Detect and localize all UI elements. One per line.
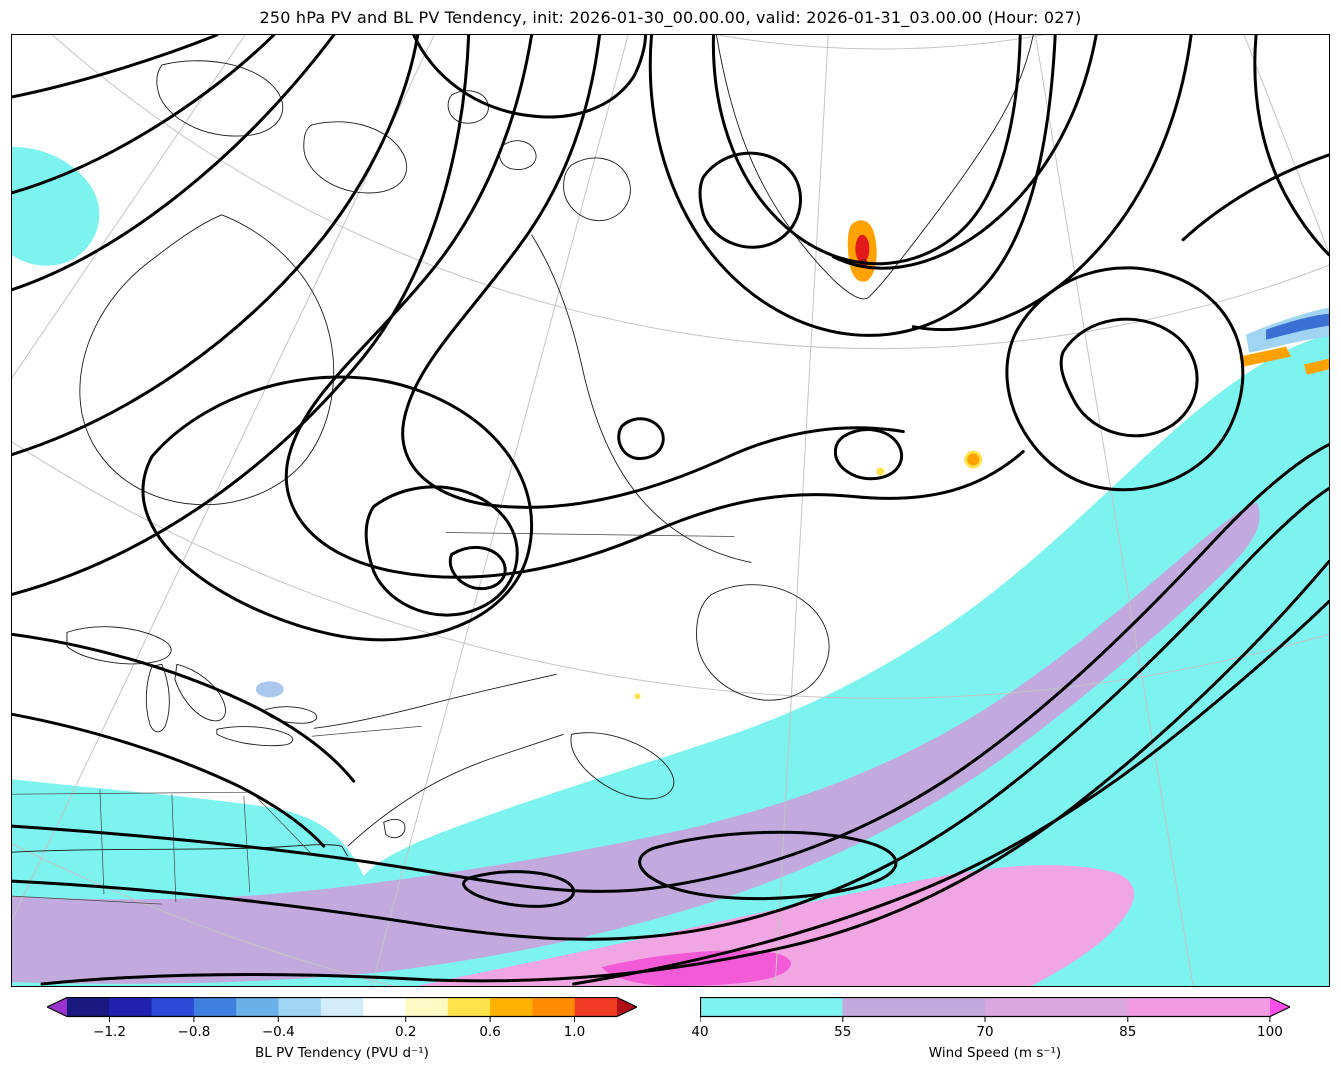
lake-michigan	[145, 663, 170, 733]
tick-label: −0.8	[177, 1024, 211, 1040]
bl-colorbar-bar	[45, 996, 639, 1024]
spot-yellow-small-1	[876, 467, 885, 476]
coast-island-5	[563, 157, 631, 222]
spot-orange-atlantic	[967, 453, 980, 466]
coast-arctic-island-2	[303, 121, 408, 194]
tick-label: 40	[691, 1024, 709, 1040]
colorbar-svg	[45, 996, 639, 1022]
spot-orange-streak-1	[1239, 346, 1292, 367]
pv-contours	[12, 35, 1329, 986]
tick-label: 85	[1119, 1024, 1137, 1040]
coast-newfoundland	[696, 584, 830, 701]
coast-st-lawrence	[313, 673, 557, 729]
spot-paleblue-quebec	[255, 681, 284, 698]
wind-speed-shading	[12, 146, 1329, 986]
spot-red-greenland	[855, 234, 870, 263]
wind-colorbar-label: Wind Speed (m s⁻¹)	[928, 1045, 1062, 1061]
lake-erie	[216, 726, 294, 747]
coast-us-east-1	[12, 844, 349, 857]
tick-label: 55	[834, 1024, 852, 1040]
coast-nova-scotia	[570, 732, 675, 800]
political-borders	[12, 532, 735, 905]
tick-label: 70	[976, 1024, 994, 1040]
tick-label: 0.6	[479, 1024, 501, 1040]
colorbar-svg	[699, 996, 1292, 1022]
map-panel	[11, 34, 1330, 987]
tick-label: 100	[1257, 1024, 1283, 1040]
wind-pink-band	[416, 865, 1135, 986]
wind-cyan-band	[12, 334, 1329, 986]
coastlines	[12, 35, 1034, 857]
wind-cyan-patch-upper-left	[12, 146, 100, 266]
coast-island-3	[447, 90, 489, 124]
tick-label: −1.2	[93, 1024, 126, 1040]
wind-speed-colorbar: 40 55 70 85 100 Wind Speed (m s⁻¹)	[691, 996, 1292, 1061]
bl-colorbar-ticks: −1.2 −0.8 −0.4 0.2 0.6 1.0	[47, 1024, 637, 1042]
spot-blue-streak	[1266, 313, 1329, 340]
bl-colorbar-label: BL PV Tendency (PVU d⁻¹)	[255, 1045, 429, 1061]
bl-pv-tendency-colorbar: −1.2 −0.8 −0.4 0.2 0.6 1.0 BL PV Tendency (PV…	[45, 996, 639, 1061]
wind-colorbar-bar	[699, 996, 1292, 1024]
coast-us-east-2	[347, 733, 564, 847]
tick-label: −0.4	[261, 1024, 295, 1040]
spot-orange-streak-2	[1304, 358, 1329, 375]
coast-hudson-bay	[79, 214, 335, 506]
wind-colorbar-ticks: 40 55 70 85 100	[691, 1024, 1290, 1042]
tick-label: 1.0	[563, 1024, 586, 1040]
lake-huron	[174, 663, 226, 722]
coast-island-4	[499, 140, 537, 170]
coast-greenland-east	[869, 35, 1034, 298]
wind-magenta-core	[601, 950, 791, 986]
coast-labrador	[531, 234, 752, 563]
coast-cape-cod	[383, 818, 406, 839]
wind-purple-band	[12, 502, 1260, 984]
spot-yellow-small-2	[634, 693, 641, 700]
coast-greenland-west	[716, 35, 870, 300]
tick-label: 0.2	[394, 1024, 417, 1040]
bl-pv-tendency-spots	[255, 220, 1329, 700]
coast-arctic-island-1	[156, 60, 284, 137]
map-canvas	[12, 35, 1329, 986]
figure-title: 250 hPa PV and BL PV Tendency, init: 202…	[259, 8, 1082, 27]
lake-superior	[66, 626, 172, 665]
